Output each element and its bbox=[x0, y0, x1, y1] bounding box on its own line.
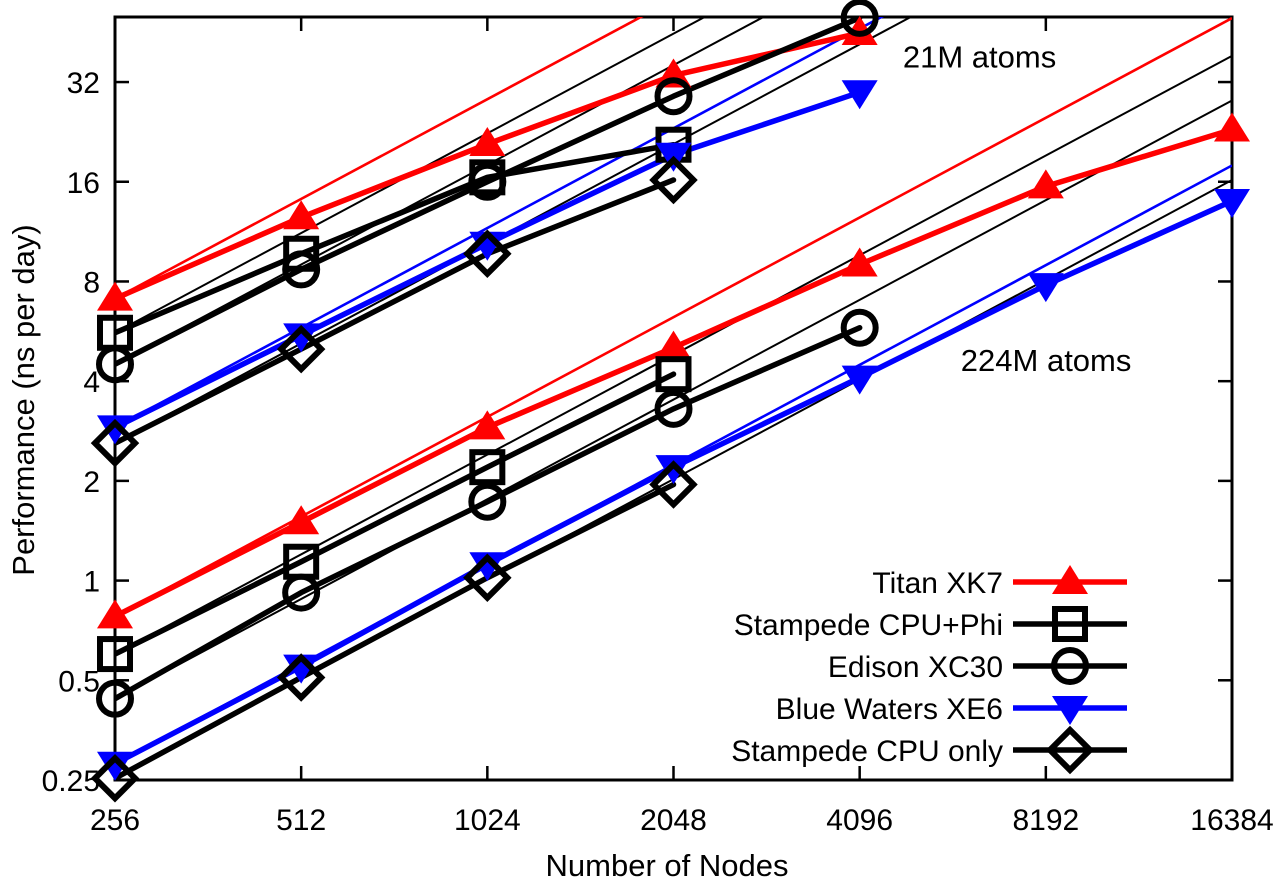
x-tick-label: 8192 bbox=[1012, 804, 1079, 837]
marker-edison-xc30-21m-atoms bbox=[468, 162, 507, 201]
marker-stampede-cpu-phi-224m-atoms bbox=[97, 636, 133, 673]
x-tick-label: 512 bbox=[276, 804, 326, 837]
x-tick-label: 4096 bbox=[826, 804, 893, 837]
marker-blue-waters-xe6-224m-atoms bbox=[1027, 273, 1064, 303]
legend-marker-stampede-cpu-phi bbox=[1052, 606, 1088, 642]
annotation-21m-atoms: 21M atoms bbox=[903, 39, 1056, 74]
y-tick-label: 1 bbox=[83, 566, 100, 599]
marker-stampede-cpu-only-224m-atoms bbox=[90, 754, 140, 803]
ideal-line-edison-xc30-224m-atoms bbox=[115, 99, 1232, 700]
series-line-stampede-cpu-phi-224m-atoms bbox=[115, 371, 677, 657]
marker-titan-xk7-224m-atoms bbox=[841, 247, 878, 277]
marker-blue-waters-xe6-224m-atoms bbox=[97, 751, 133, 781]
marker-edison-xc30-21m-atoms bbox=[96, 345, 134, 384]
y-tick-label: 8 bbox=[83, 266, 100, 299]
y-tick-label: 0.5 bbox=[58, 665, 100, 698]
marker-stampede-cpu-phi-224m-atoms bbox=[655, 356, 692, 393]
ideal-line-titan-xk7-21m-atoms bbox=[115, 17, 644, 300]
marker-titan-xk7-224m-atoms bbox=[1027, 169, 1064, 199]
annotation-224m-atoms: 224M atoms bbox=[961, 343, 1132, 378]
marker-stampede-cpu-only-21m-atoms bbox=[90, 418, 140, 468]
marker-stampede-cpu-phi-21m-atoms bbox=[283, 235, 320, 272]
legend: Titan XK7 Stampede CPU+Phi Edison XC30 Blue… bbox=[731, 565, 1127, 775]
marker-blue-waters-xe6-224m-atoms bbox=[283, 654, 320, 684]
data-series-markers bbox=[90, 0, 1250, 803]
legend-item-titan-xk7: Titan XK7 bbox=[872, 565, 1127, 600]
marker-titan-xk7-224m-atoms bbox=[283, 505, 320, 535]
marker-blue-waters-xe6-21m-atoms bbox=[283, 323, 320, 353]
legend-label: Blue Waters XE6 bbox=[776, 693, 1003, 726]
y-tick-label: 0.25 bbox=[42, 765, 100, 798]
marker-titan-xk7-21m-atoms bbox=[469, 127, 506, 157]
marker-edison-xc30-224m-atoms bbox=[654, 389, 693, 428]
marker-stampede-cpu-only-21m-atoms bbox=[649, 155, 698, 205]
marker-edison-xc30-224m-atoms bbox=[468, 482, 507, 521]
x-tick-label: 2048 bbox=[640, 804, 707, 837]
legend-label: Stampede CPU only bbox=[731, 735, 1003, 768]
marker-stampede-cpu-only-21m-atoms bbox=[276, 324, 326, 374]
y-tick-label: 16 bbox=[67, 167, 100, 200]
marker-stampede-cpu-only-21m-atoms bbox=[463, 229, 512, 278]
legend-label: Edison XC30 bbox=[828, 651, 1003, 684]
marker-edison-xc30-21m-atoms bbox=[840, 0, 879, 37]
legend-marker-stampede-cpu-only bbox=[1045, 725, 1095, 775]
x-axis-label: Number of Nodes bbox=[546, 848, 789, 883]
series-line-stampede-cpu-only-224m-atoms bbox=[115, 481, 677, 780]
legend-item-stampede-cpu-only: Stampede CPU only bbox=[731, 725, 1127, 775]
marker-blue-waters-xe6-224m-atoms bbox=[469, 552, 506, 582]
marker-edison-xc30-224m-atoms bbox=[282, 573, 321, 612]
legend-label: Titan XK7 bbox=[872, 567, 1003, 600]
marker-edison-xc30-224m-atoms bbox=[840, 308, 879, 347]
legend-marker-titan-xk7 bbox=[1052, 565, 1088, 594]
marker-blue-waters-xe6-224m-atoms bbox=[841, 365, 878, 395]
marker-stampede-cpu-only-224m-atoms bbox=[649, 460, 698, 509]
y-axis-label: Performance (ns per day) bbox=[6, 224, 41, 575]
marker-titan-xk7-224m-atoms bbox=[97, 599, 133, 629]
marker-blue-waters-xe6-224m-atoms bbox=[655, 455, 692, 485]
legend-marker-blue-waters-xe6 bbox=[1052, 696, 1088, 725]
marker-titan-xk7-224m-atoms bbox=[469, 410, 506, 440]
marker-blue-waters-xe6-21m-atoms bbox=[841, 80, 878, 110]
legend-label: Stampede CPU+Phi bbox=[734, 609, 1003, 642]
ideal-line-stampede-cpu-phi-21m-atoms bbox=[115, 17, 707, 334]
y-tick-label: 4 bbox=[83, 366, 100, 399]
x-tick-label: 1024 bbox=[454, 804, 521, 837]
legend-item-blue-waters-xe6: Blue Waters XE6 bbox=[776, 693, 1127, 726]
marker-titan-xk7-224m-atoms bbox=[1214, 112, 1250, 142]
legend-marker-edison-xc30 bbox=[1051, 647, 1089, 685]
marker-blue-waters-xe6-224m-atoms bbox=[1214, 188, 1250, 218]
marker-stampede-cpu-phi-224m-atoms bbox=[469, 449, 506, 486]
marker-stampede-cpu-only-224m-atoms bbox=[276, 653, 326, 702]
y-tick-label: 2 bbox=[83, 466, 100, 499]
series-line-stampede-cpu-phi-21m-atoms bbox=[115, 141, 677, 336]
y-tick-label: 32 bbox=[67, 67, 100, 100]
marker-edison-xc30-21m-atoms bbox=[282, 250, 321, 289]
marker-stampede-cpu-only-224m-atoms bbox=[463, 553, 512, 602]
series-line-stampede-cpu-only-21m-atoms bbox=[115, 177, 677, 446]
x-tick-label: 256 bbox=[90, 804, 140, 837]
marker-blue-waters-xe6-21m-atoms bbox=[97, 415, 133, 445]
series-line-edison-xc30-21m-atoms bbox=[115, 17, 863, 367]
legend-item-edison-xc30: Edison XC30 bbox=[828, 647, 1127, 685]
marker-titan-xk7-224m-atoms bbox=[655, 330, 692, 360]
marker-edison-xc30-224m-atoms bbox=[96, 679, 134, 718]
series-line-edison-xc30-224m-atoms bbox=[115, 324, 863, 702]
x-tick-label: 16384 bbox=[1190, 804, 1273, 837]
ideal-line-titan-xk7-224m-atoms bbox=[115, 17, 1232, 618]
legend-item-stampede-cpu-phi: Stampede CPU+Phi bbox=[734, 606, 1127, 642]
annotations: 21M atoms 224M atoms bbox=[903, 39, 1132, 378]
marker-titan-xk7-21m-atoms bbox=[283, 200, 320, 230]
marker-titan-xk7-21m-atoms bbox=[97, 281, 133, 311]
marker-edison-xc30-21m-atoms bbox=[654, 77, 693, 116]
marker-titan-xk7-21m-atoms bbox=[841, 16, 878, 46]
